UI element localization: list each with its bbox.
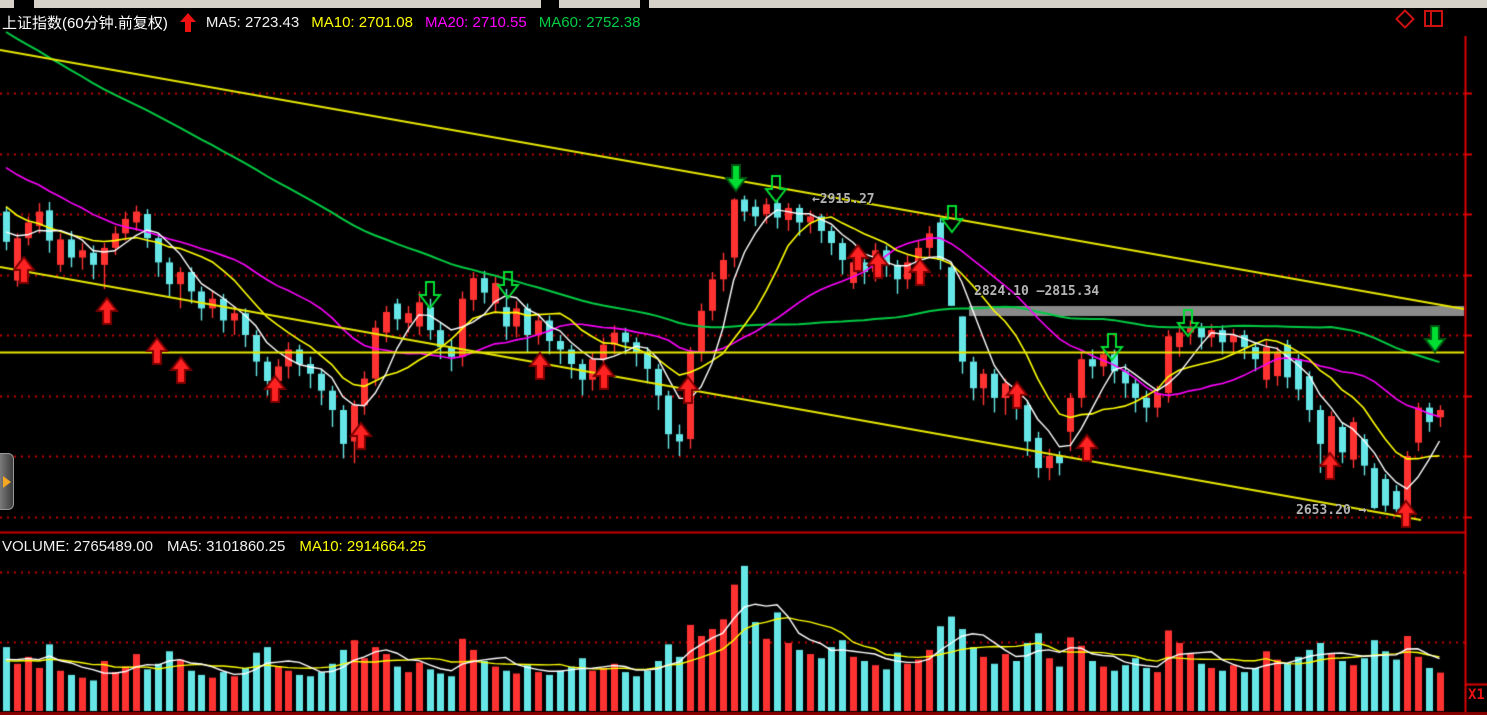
sidebar-expand-tab[interactable] (0, 453, 14, 510)
price-annotation: 2824.10 ―2815.34 (974, 284, 1100, 299)
ma10-value: MA10: 2701.08 (311, 13, 413, 31)
volume-value: VOLUME: 2765489.00 (2, 537, 153, 555)
split-window-icon[interactable] (1424, 10, 1443, 27)
trend-up-arrow-icon (179, 12, 196, 32)
chart-title-bar: 上证指数(60分钟.前复权) MA5: 2723.43 MA10: 2701.0… (2, 10, 653, 34)
price-annotation: ←2915.27 (812, 192, 875, 207)
ma20-value: MA20: 2710.55 (425, 13, 527, 31)
window-top-edge (0, 0, 1487, 8)
chart-corner-tools (1395, 8, 1443, 29)
diamond-tool-icon[interactable] (1395, 8, 1415, 29)
top-edge-notch (541, 0, 559, 8)
symbol-title: 上证指数(60分钟.前复权) (2, 14, 168, 32)
scale-indicator: X1 (1468, 687, 1485, 703)
volume-ma5-value: MA5: 3101860.25 (166, 537, 286, 555)
expand-arrow-icon (2, 475, 11, 488)
top-edge-notch (640, 0, 649, 8)
ma60-value: MA60: 2752.38 (538, 13, 641, 31)
ma5-value: MA5: 2723.43 (205, 13, 300, 31)
volume-ma10-value: MA10: 2914664.25 (299, 537, 427, 555)
top-edge-notch (14, 0, 34, 8)
price-annotation: 2653.20 → (1296, 503, 1367, 518)
split-window-divider (1430, 12, 1432, 25)
volume-header: VOLUME: 2765489.00 MA5: 3101860.25 MA10:… (2, 536, 440, 556)
